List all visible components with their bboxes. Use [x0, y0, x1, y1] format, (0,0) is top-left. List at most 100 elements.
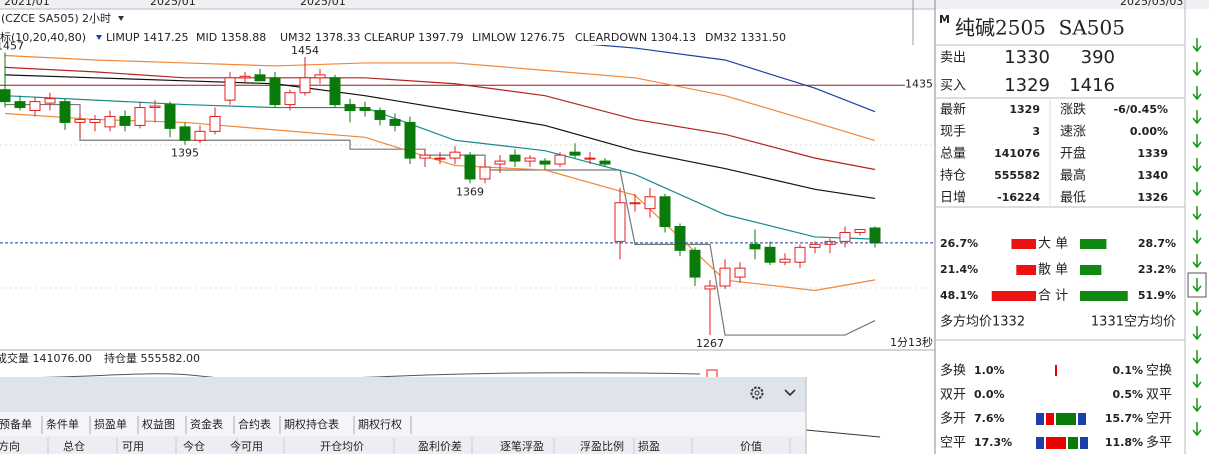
flow-bar-sell	[1080, 239, 1107, 249]
breakdown-value: 1.0%	[974, 364, 1005, 377]
tab[interactable]: 期权持仓表	[284, 417, 339, 431]
legend-value: 1417.25	[143, 31, 189, 44]
candle-body	[719, 267, 731, 287]
legend-item: CLEARUP 1397.79	[364, 31, 464, 44]
column-header: 损盈	[638, 439, 660, 453]
stat-value: 1326	[1137, 191, 1168, 204]
arrow-icon	[1192, 326, 1202, 341]
breakdown-label: 多平	[1146, 435, 1172, 451]
stat-value: 141076	[994, 147, 1040, 160]
flow-name: 散 单	[1038, 263, 1068, 278]
quote-title: 纯碱2505 SA505	[955, 16, 1125, 40]
stat-value: 1340	[1137, 169, 1168, 182]
price-label: 1454	[291, 44, 319, 57]
volume-curve	[805, 429, 881, 438]
candle-body	[524, 157, 536, 162]
period[interactable]: 2小时	[82, 12, 111, 25]
candle-body	[479, 166, 491, 180]
flow-right: 28.7%	[1138, 237, 1176, 250]
legend-name: LIMLOW	[472, 31, 516, 44]
arrow-icon	[1192, 254, 1202, 269]
arrow-icon	[1192, 182, 1202, 197]
candle-body	[509, 154, 521, 162]
candle-body	[644, 196, 656, 210]
breakdown-value: 11.8%	[1105, 436, 1143, 449]
arrow-icon	[1192, 374, 1202, 389]
settings-icon[interactable]	[750, 386, 764, 400]
arrow-icon	[1192, 158, 1202, 173]
candle-body	[404, 121, 416, 159]
stat-value: -6/0.45%	[1114, 103, 1168, 116]
price-label: 1395	[171, 147, 199, 160]
stat-label: 现手	[940, 125, 966, 140]
candle-body	[149, 105, 161, 109]
breakdown-label: 多开	[940, 411, 966, 427]
breakdown-value: 17.3%	[974, 436, 1012, 449]
quote-volume: 1416	[1069, 75, 1115, 96]
candle-body	[194, 130, 206, 141]
tab[interactable]: 条件单	[46, 417, 79, 431]
avg-long: 多方均价1332	[940, 314, 1025, 330]
tab[interactable]: 期权行权	[358, 418, 402, 431]
candle-body	[869, 227, 881, 244]
arrow-icon	[1192, 230, 1202, 245]
candle-body	[389, 118, 401, 126]
candle-body	[659, 196, 671, 228]
candle-body	[164, 104, 176, 129]
candle-body	[764, 246, 776, 263]
breakdown-value: 7.6%	[974, 412, 1005, 425]
candle-body	[74, 118, 86, 123]
stat-label: 最新	[940, 102, 966, 118]
candle-body	[809, 243, 821, 248]
arrow-icon	[1192, 302, 1202, 317]
flow-left: 48.1%	[940, 289, 978, 302]
column-header: 总仓	[63, 439, 85, 453]
candle-body	[374, 110, 386, 120]
flow-left: 26.7%	[940, 237, 978, 250]
candle-body	[44, 98, 56, 104]
column-header: 今可用	[230, 439, 263, 453]
tab[interactable]: 权益图	[142, 417, 175, 431]
tab[interactable]: 资金表	[190, 417, 223, 431]
tab[interactable]: 损盈单	[94, 417, 127, 431]
candle-body	[209, 115, 221, 132]
candle-body	[119, 115, 131, 126]
candle-body	[359, 107, 371, 112]
stat-label: 最高	[1060, 168, 1086, 184]
candle-body	[59, 101, 71, 123]
stat-label: 日增	[940, 191, 966, 206]
top-date: 2025/01	[150, 0, 196, 8]
candle-body	[599, 160, 611, 165]
legend-name: MID	[196, 31, 217, 44]
candle-body	[29, 101, 41, 112]
breakdown-label: 多换	[940, 363, 966, 379]
arrow-box	[1187, 272, 1207, 298]
candle-body	[779, 258, 791, 263]
legend-prefix: 标(10,20,40,80)	[0, 30, 86, 44]
dropdown-caret	[118, 16, 124, 21]
candle-body	[224, 77, 236, 101]
collapse-icon[interactable]	[784, 389, 796, 397]
candle-body	[839, 231, 851, 242]
legend-name: CLEARUP	[364, 31, 415, 44]
flow-bar-sell	[1080, 291, 1128, 301]
badge: M	[939, 13, 950, 26]
stat-label: 持仓	[940, 169, 966, 184]
arrow-icon	[1192, 110, 1202, 125]
quote-price: 1330	[1004, 47, 1050, 68]
candle-body	[569, 151, 581, 156]
volume-bar	[706, 369, 718, 379]
arrow-icon	[1192, 62, 1202, 77]
flow-bar-buy	[1016, 265, 1036, 275]
legend-item: DM32 1331.50	[705, 31, 786, 44]
breakdown-block	[1036, 413, 1044, 425]
tab[interactable]: 合约表	[238, 417, 271, 431]
panel-tabs	[0, 412, 806, 436]
flow-bar-sell	[1080, 265, 1102, 275]
flow-name: 合 计	[1038, 289, 1068, 304]
candle-body	[419, 154, 431, 159]
flow-left: 21.4%	[940, 263, 978, 276]
tab[interactable]: 预备单	[0, 417, 32, 431]
symbol: (CZCE SA505)	[1, 12, 79, 25]
